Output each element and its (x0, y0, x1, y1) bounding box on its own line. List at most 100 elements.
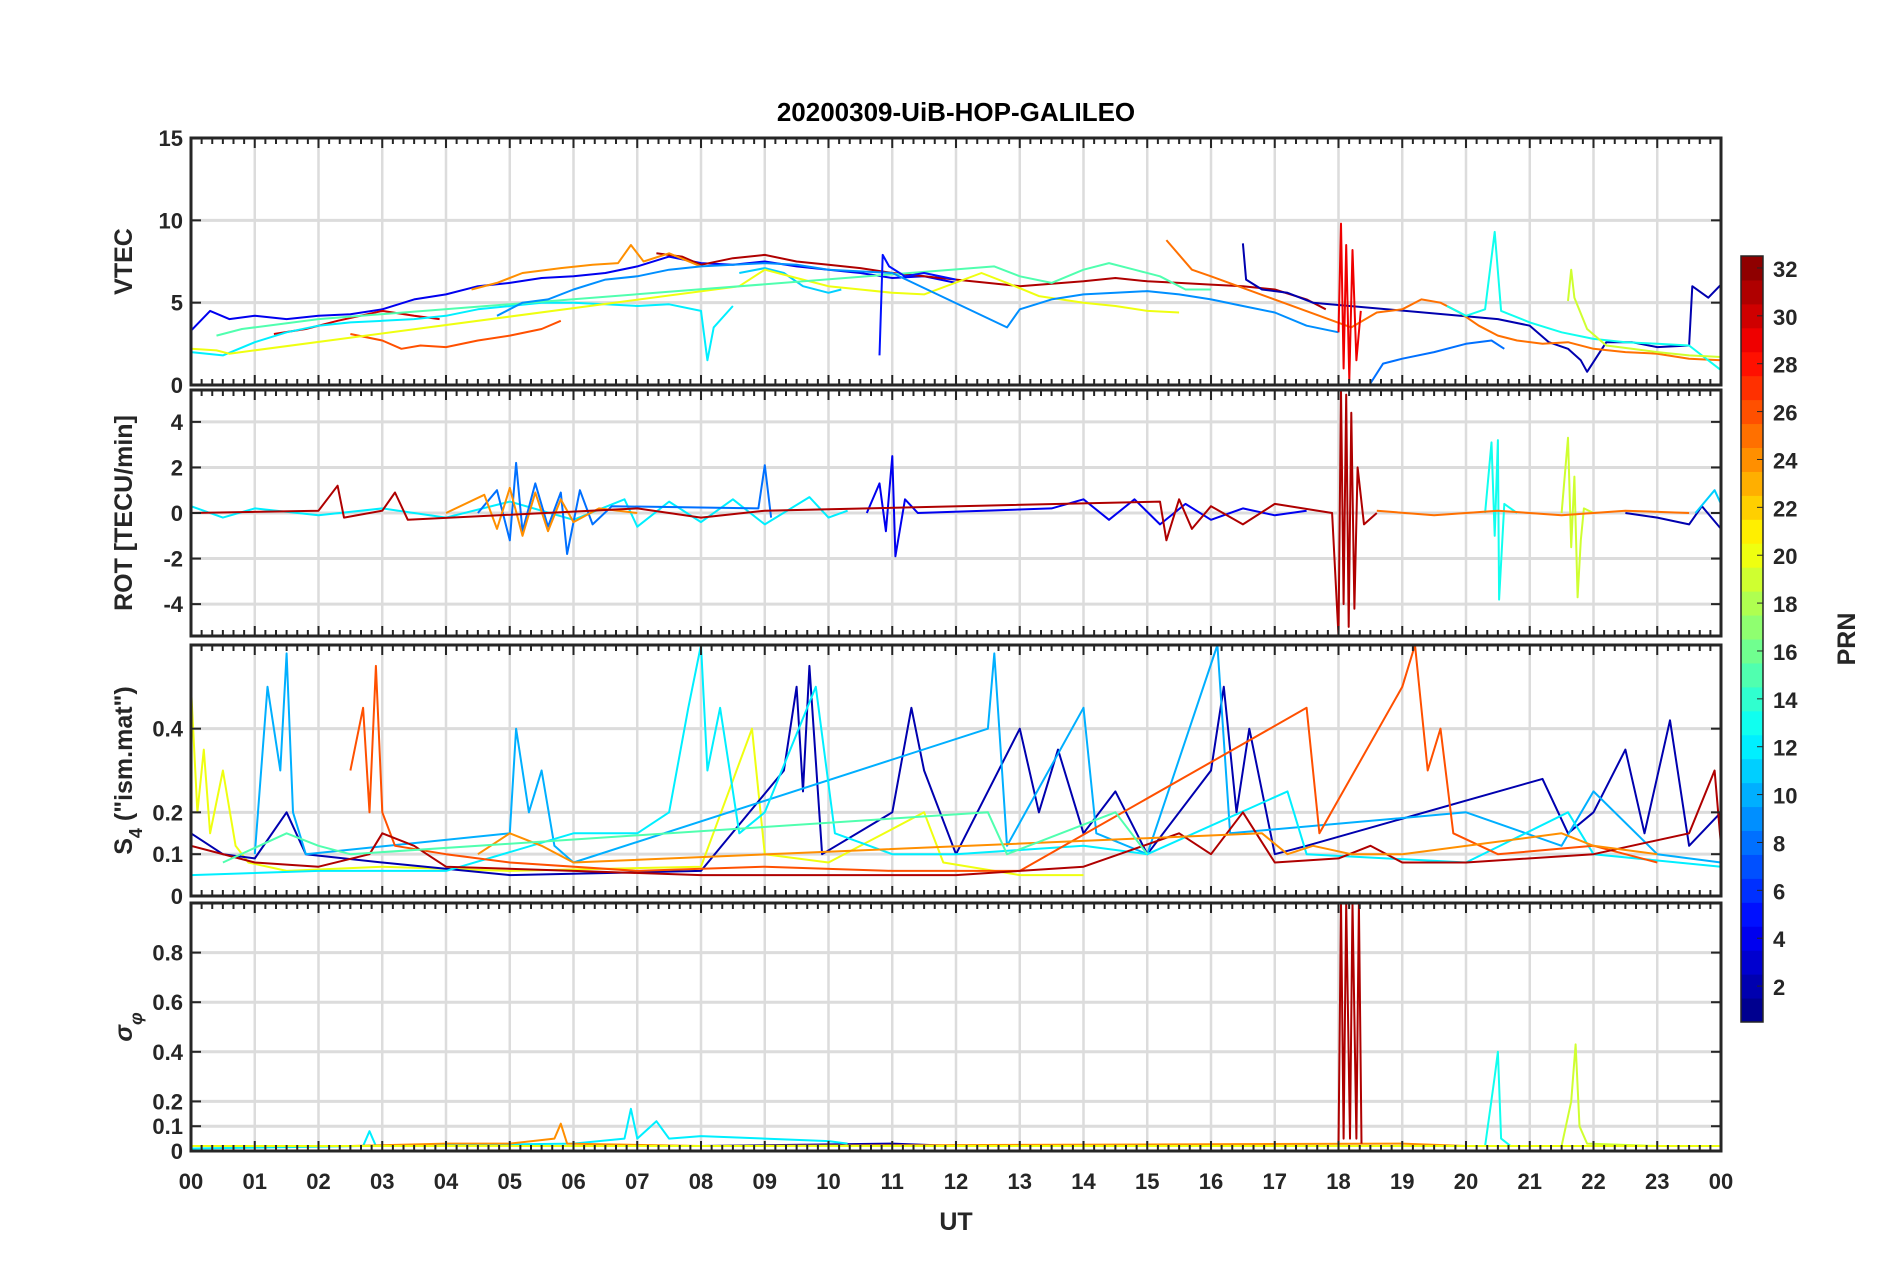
y-label-main: σ (110, 1024, 138, 1042)
y-tick-label: 0.1 (152, 1114, 183, 1139)
y-label-subscript: φ (126, 1012, 146, 1025)
x-tick-label: 08 (689, 1169, 713, 1194)
x-tick-label: 16 (1199, 1169, 1223, 1194)
series-prn-29 (1337, 222, 1362, 382)
y-tick-label: 0.1 (152, 842, 183, 867)
series-prn-8 (1369, 339, 1505, 384)
x-tick-label: 01 (243, 1169, 267, 1194)
colorbar-swatch (1741, 495, 1763, 520)
series-group (191, 645, 1721, 877)
series-prn-13 (1446, 230, 1721, 371)
colorbar-tick-label: 28 (1773, 353, 1797, 378)
panel-3: 00.10.20.4S4 ("ism.mat") (110, 643, 1723, 909)
series-prn-2 (1241, 243, 1721, 373)
colorbar-swatch (1741, 303, 1763, 329)
y-tick-label: -2 (163, 547, 183, 572)
y-tick-label: 0.8 (152, 941, 183, 966)
series-prn-12 (191, 301, 734, 362)
colorbar-swatch (1741, 279, 1763, 305)
y-tick-label: 0.2 (152, 800, 183, 825)
y-tick-label: 0 (171, 884, 183, 909)
colorbar-swatch (1741, 926, 1763, 951)
colorbar-tick-label: 12 (1773, 736, 1797, 761)
colorbar-swatch (1741, 375, 1763, 401)
panel-4: 00.10.2 0.4 0.6 0.8 σφ (110, 901, 1723, 1164)
series-prn-13 (1484, 1050, 1512, 1147)
y-label-main: S (110, 838, 138, 855)
x-tick-label: 19 (1390, 1169, 1414, 1194)
colorbar-swatch (1741, 854, 1763, 879)
axes-box (189, 388, 1723, 638)
series-prn-20 (191, 268, 1180, 355)
series-prn-12 (191, 1107, 848, 1150)
x-tick-label: 14 (1071, 1169, 1096, 1194)
series-prn-31 (191, 769, 1721, 877)
y-tick-label: 0 (171, 501, 183, 526)
colorbar-swatch (1741, 399, 1763, 425)
colorbar-swatch (1741, 471, 1763, 496)
y-axis-label: S4 ("ism.mat") (110, 686, 146, 855)
x-tick-label: 04 (434, 1169, 459, 1194)
x-tick-label: 07 (625, 1169, 649, 1194)
x-tick-label: 18 (1326, 1169, 1350, 1194)
colorbar-swatch (1741, 327, 1763, 353)
x-tick-label: 09 (753, 1169, 777, 1194)
chart-title: 20200309-UiB-HOP-GALILEO (777, 97, 1135, 127)
series-prn-11 (739, 267, 842, 294)
series-prn-13 (1484, 439, 1518, 601)
series-prn-11 (1694, 489, 1721, 514)
colorbar-swatch (1741, 686, 1763, 712)
series-prn-26 (349, 645, 1658, 872)
y-tick-label: 0 (171, 373, 183, 398)
colorbar-swatch (1741, 639, 1763, 664)
colorbar-swatch (1741, 447, 1763, 472)
x-tick-label: 00 (179, 1169, 203, 1194)
y-tick-label: 4 (171, 410, 184, 435)
x-axis-label: UT (939, 1208, 972, 1236)
series-prn-9 (496, 262, 1339, 334)
y-axis-label: VTEC (110, 228, 138, 295)
colorbar-swatch (1741, 351, 1763, 377)
panel-1: 0 5 10 15 VTEC (110, 126, 1723, 398)
series-prn-15 (222, 811, 1149, 864)
colorbar-swatch (1741, 902, 1763, 927)
series-prn-24 (477, 832, 1658, 864)
series-prn-4 (865, 455, 1307, 558)
series-prn-19 (1567, 268, 1721, 358)
series-prn-12 (191, 645, 1721, 877)
series-prn-5 (878, 253, 957, 356)
series-prn-31 (191, 390, 1378, 636)
colorbar-swatch (1741, 950, 1763, 975)
colorbar-frame (1740, 255, 1764, 1023)
colorbar-tick-label: 32 (1773, 257, 1797, 282)
x-tick-label: 10 (816, 1169, 840, 1194)
x-tick-label: 13 (1008, 1169, 1032, 1194)
x-tick-label: 17 (1263, 1169, 1287, 1194)
colorbar-swatch (1741, 591, 1763, 616)
series-prn-24 (350, 1122, 1467, 1147)
x-tick-label: 20 (1454, 1169, 1478, 1194)
colorbar-swatch (1741, 710, 1763, 736)
series-group (191, 222, 1721, 384)
series-prn-24 (471, 244, 702, 291)
colorbar-swatch (1741, 998, 1763, 1023)
colorbar-label: PRN (1833, 613, 1861, 666)
x-tick-label: 21 (1518, 1169, 1542, 1194)
colorbar-swatch (1741, 758, 1763, 784)
y-tick-label: 0.6 (152, 990, 183, 1015)
series-prn-25 (1376, 509, 1690, 517)
colorbar-tick-label: 14 (1773, 688, 1798, 713)
series-prn-12 (191, 496, 848, 528)
colorbar-swatch (1741, 974, 1763, 999)
colorbar-swatch (1741, 423, 1763, 448)
series-prn-31 (1337, 903, 1363, 1147)
series-prn-10 (253, 645, 1721, 864)
colorbar-swatch (1741, 806, 1763, 831)
colorbar-tick-label: 18 (1773, 592, 1797, 617)
series-group (191, 390, 1721, 636)
panel-2: -4 -2 0 2 4 ROT [TECU/min] (110, 388, 1723, 638)
y-axis-label: σφ (110, 1012, 146, 1042)
